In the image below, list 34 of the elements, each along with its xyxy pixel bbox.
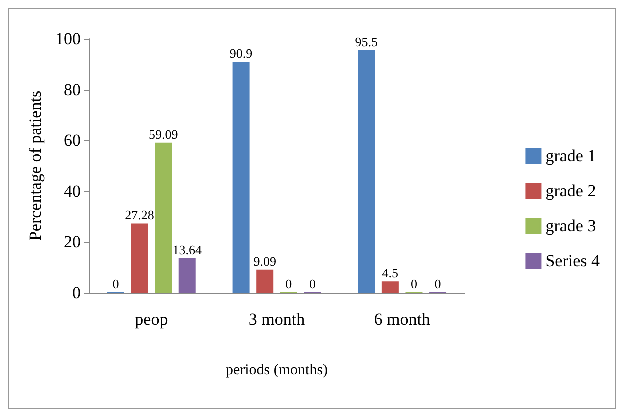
data-label: 13.64: [172, 242, 202, 258]
y-tick-label: 40: [64, 182, 81, 201]
x-tick-label: peop: [135, 310, 168, 329]
data-label: 0: [309, 276, 316, 292]
data-label: 59.09: [148, 126, 178, 142]
x-axis-title: periods (months): [226, 362, 328, 378]
legend-label: grade 3: [546, 216, 596, 236]
data-label: 9.09: [254, 254, 276, 269]
y-tick-label: 80: [64, 80, 81, 100]
legend-label: Series 4: [546, 252, 600, 270]
y-tick-label: 20: [64, 232, 81, 252]
x-tick-label: 3 month: [248, 310, 306, 329]
bar: [358, 50, 376, 293]
data-label: 27.28: [125, 208, 154, 223]
legend-label: grade 1: [546, 146, 596, 166]
data-label: 4.5: [382, 266, 399, 281]
bar: [178, 258, 196, 293]
bar: [256, 270, 274, 293]
data-label: 0: [410, 276, 418, 292]
data-label: 90.9: [230, 46, 253, 62]
bar: [155, 142, 172, 293]
bar: [131, 224, 148, 293]
data-label: 0: [286, 276, 292, 292]
data-label: 95.5: [355, 34, 378, 50]
legend-label: grade 2: [546, 182, 596, 200]
data-label: 0: [434, 276, 442, 292]
bar: [232, 62, 250, 293]
y-tick-label: 60: [64, 131, 81, 150]
x-tick-label: 6 month: [374, 310, 431, 329]
bar: [382, 282, 399, 293]
data-label: 0: [112, 276, 120, 292]
y-tick-label: 0: [72, 284, 81, 302]
y-tick-label: 100: [56, 30, 81, 48]
y-axis-title: Percentage of patients: [26, 90, 45, 242]
